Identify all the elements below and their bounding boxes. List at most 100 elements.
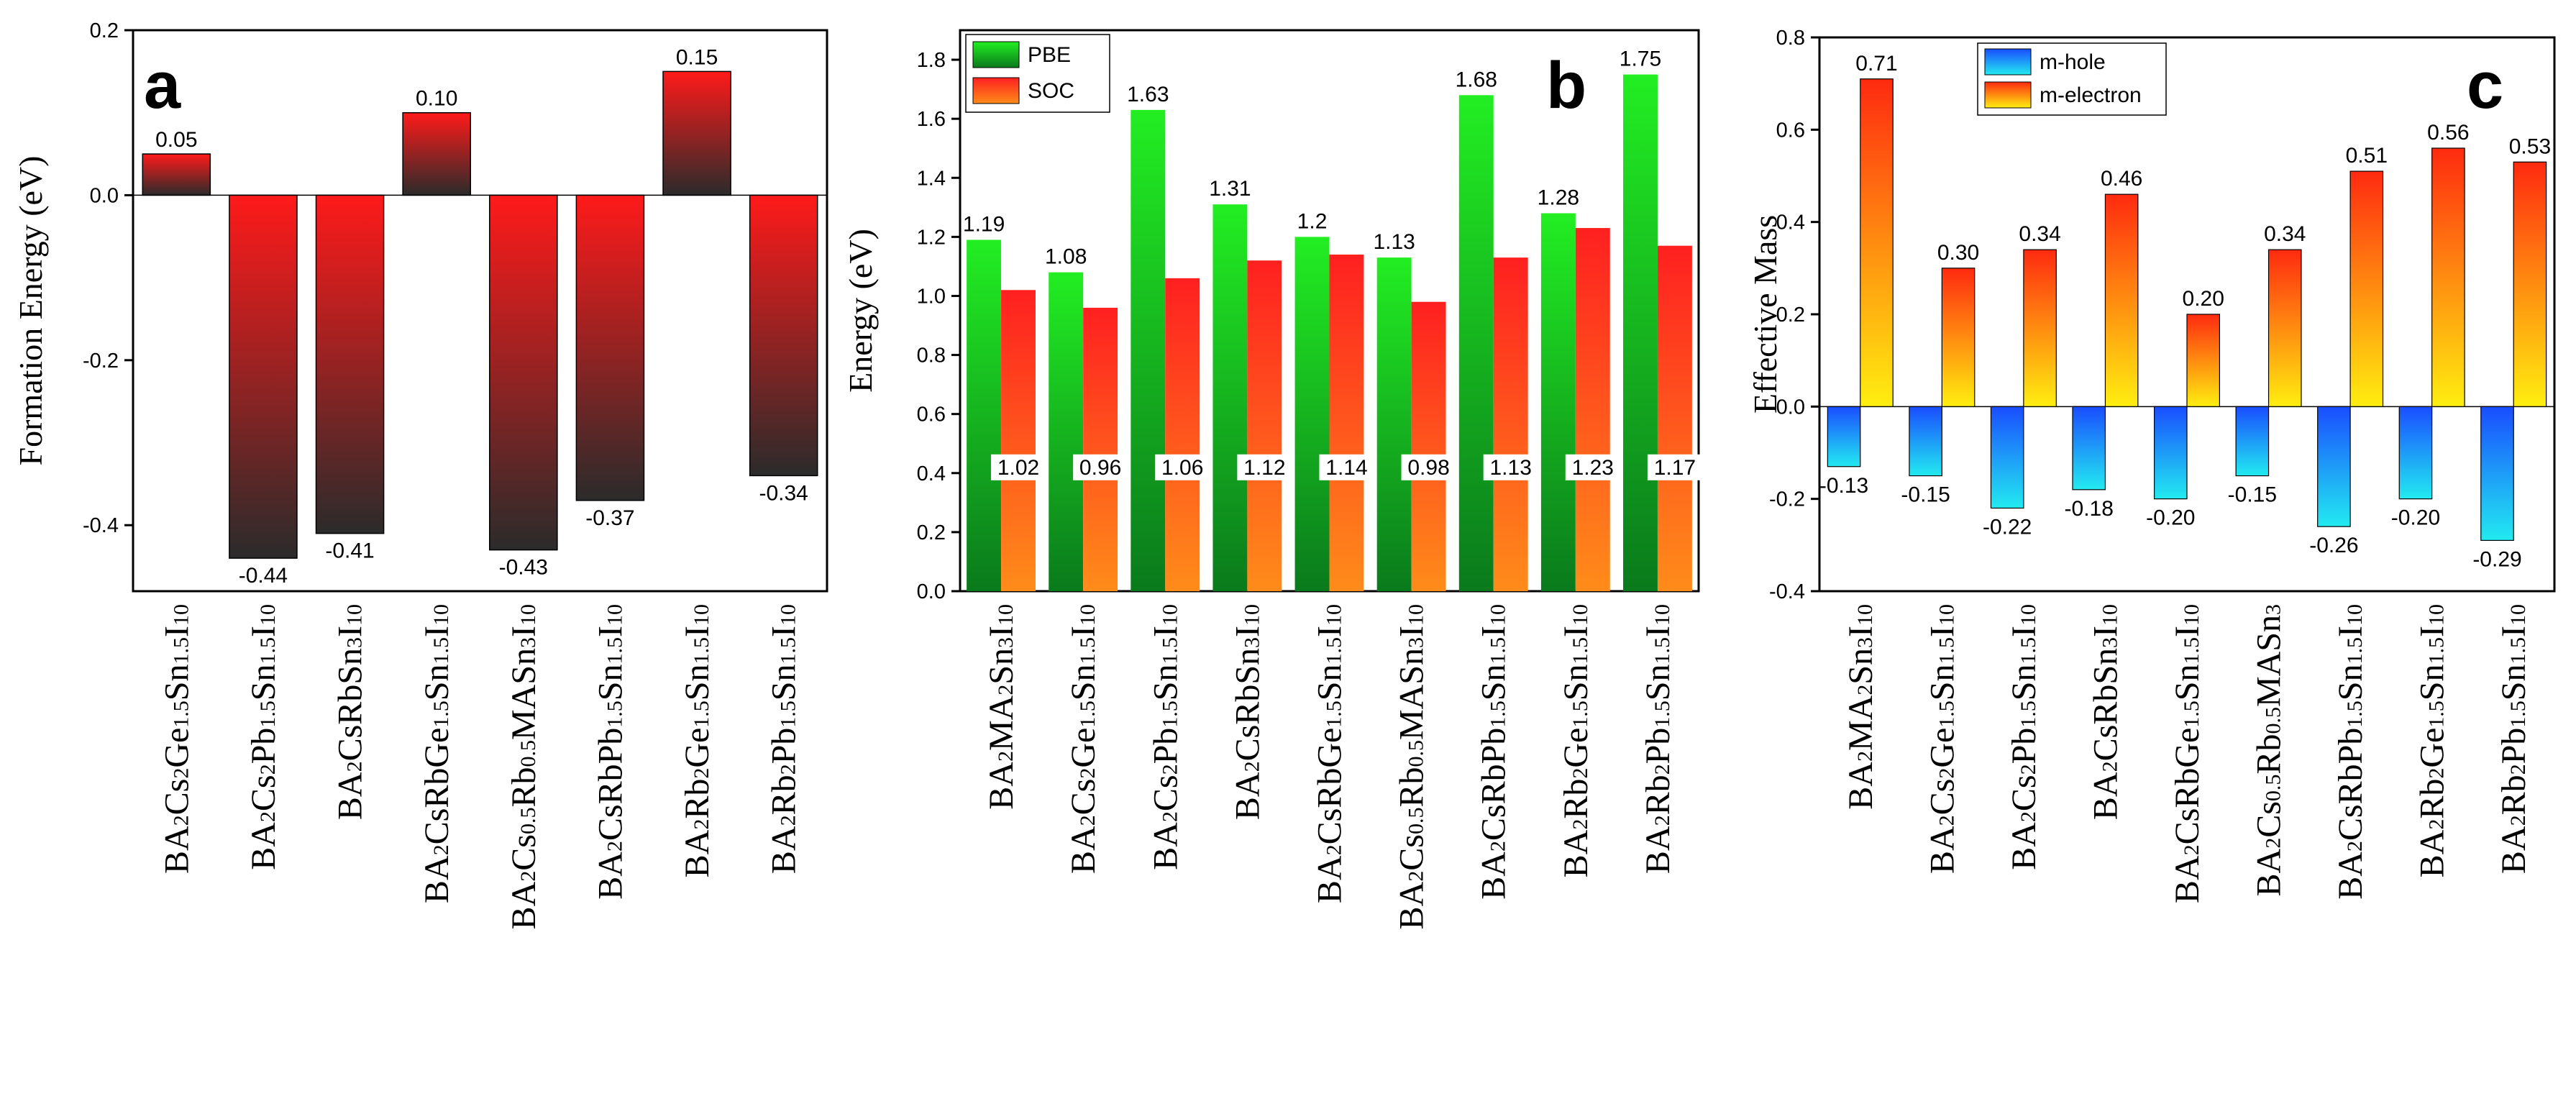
y-tick-label: 0.4: [917, 462, 946, 485]
bar-soc: [1493, 257, 1528, 591]
data-label-box: [1647, 454, 1702, 480]
x-tick-label: BA2Cs0.5Rb0.5MASn3I10: [505, 604, 543, 929]
data-label: 1.23: [1572, 456, 1614, 480]
bar-m-electron: [2431, 147, 2465, 407]
legend-swatch: [972, 77, 1020, 104]
x-tick-label: BA2MA2Sn3I10: [1842, 604, 1880, 810]
bar-m-hole: [2235, 406, 2270, 477]
legend-entry: SOC: [1028, 79, 1074, 103]
x-tick-label: BA2Cs2Ge1.5Sn1.5I10: [1064, 604, 1102, 874]
data-label: 1.68: [1456, 68, 1497, 91]
data-label: -0.44: [239, 564, 288, 588]
bar-m-electron: [2023, 249, 2057, 407]
y-tick-label: 0.2: [917, 521, 946, 544]
x-tick-label: BA2CsRbSn3I10: [332, 604, 370, 820]
x-tick-label: BA2Rb2Ge1.5Sn1.5I10: [1557, 604, 1595, 877]
bar-soc: [1001, 290, 1036, 591]
x-tick-label: BA2Cs2Pb1.5Sn1.5I10: [245, 604, 283, 870]
legend-entry: m-electron: [2040, 83, 2142, 107]
data-label: -0.15: [1901, 483, 1950, 507]
data-label: -0.34: [759, 481, 808, 505]
x-tick-label: BA2Rb2Pb1.5Sn1.5I10: [765, 604, 803, 874]
data-label: -0.29: [2472, 547, 2521, 571]
data-label: 1.63: [1127, 83, 1169, 106]
bar: [315, 194, 385, 534]
y-tick-label: 0.4: [1776, 211, 1805, 234]
data-label: 0.05: [155, 128, 197, 152]
bar-m-hole: [1990, 406, 2024, 509]
data-label: 0.10: [416, 87, 457, 111]
x-tick-label: BA2CsRbSn3I10: [1228, 604, 1266, 820]
x-tick-label: BA2Cs2Ge1.5Sn1.5I10: [157, 604, 196, 874]
data-label: 0.96: [1079, 456, 1121, 480]
data-label: 1.28: [1538, 186, 1579, 210]
data-label: 1.2: [1297, 209, 1328, 233]
bar-m-electron: [1941, 268, 1976, 407]
bar-soc: [1165, 278, 1200, 591]
legend-swatch: [1984, 81, 2032, 109]
data-label: -0.22: [1983, 516, 2032, 539]
data-label: 1.02: [997, 456, 1039, 480]
legend-swatch: [1984, 48, 2032, 76]
data-label: -0.43: [499, 556, 548, 580]
panel-letter: c: [2467, 49, 2503, 122]
y-tick-label: 1.8: [917, 49, 946, 72]
data-label: -0.13: [1819, 474, 1868, 498]
bar-soc: [1247, 260, 1282, 591]
bar-soc: [1657, 245, 1692, 591]
y-axis-label: Formation Energy (eV): [12, 156, 49, 466]
y-axis-label: Effective Mass: [1747, 215, 1783, 414]
y-tick-label: 0.8: [917, 344, 946, 368]
x-tick-label: BA2Cs2Ge1.5Sn1.5I10: [1923, 604, 1961, 874]
data-label-box: [1483, 454, 1538, 480]
bar-m-electron: [2513, 161, 2547, 407]
y-tick-label: 0.6: [917, 403, 946, 426]
chart-panel-b: 0.0 0.2 0.4 0.6 0.8 1.0 1.2 1.4 1.6 1.8 Energy (eV…: [842, 29, 1702, 929]
data-label: 1.17: [1654, 456, 1696, 480]
bar-m-electron: [2104, 193, 2139, 407]
y-tick-label: 0.2: [90, 19, 119, 42]
data-label: -0.41: [325, 539, 374, 563]
y-tick-label: -0.2: [83, 350, 119, 373]
data-label-box: [991, 454, 1046, 480]
y-tick-label: 0.0: [1776, 396, 1805, 419]
data-label: 0.98: [1407, 456, 1449, 480]
data-label: 1.06: [1161, 456, 1203, 480]
y-tick-label: -0.2: [1769, 488, 1805, 511]
bar-pbe: [1376, 257, 1412, 591]
y-tick-label: 1.0: [917, 285, 946, 308]
x-tick-label: BA2CsRbPb1.5Sn1.5I10: [591, 604, 629, 900]
bar: [489, 194, 558, 551]
y-axis-label: Energy (eV): [842, 229, 879, 393]
x-tick-label: BA2CsRbGe1.5Sn1.5I10: [418, 604, 456, 903]
data-label: 0.56: [2427, 121, 2469, 145]
bar: [575, 194, 645, 501]
x-tick-label: BA2Rb2Ge1.5Sn1.5I10: [678, 604, 716, 877]
bar-pbe: [1294, 237, 1330, 591]
bar: [142, 153, 211, 196]
data-label: 0.34: [2019, 222, 2060, 246]
bar-soc: [1575, 228, 1610, 591]
y-tick-label: 0.0: [917, 580, 946, 603]
bar-m-hole: [1827, 406, 1861, 467]
data-label: 1.19: [963, 212, 1005, 236]
bar-pbe: [1623, 74, 1658, 591]
bar-m-electron: [2349, 170, 2384, 407]
data-label: -0.18: [2065, 497, 2114, 521]
data-label: -0.37: [585, 506, 634, 530]
bar-pbe: [1458, 95, 1494, 591]
data-label: -0.26: [2309, 534, 2358, 557]
x-tick-label: BA2Rb2Ge1.5Sn1.5I10: [2413, 604, 2452, 877]
bar-m-electron: [2267, 249, 2302, 407]
data-label: -0.20: [2146, 506, 2195, 530]
data-label: 1.75: [1620, 47, 1661, 71]
bar-m-hole: [2317, 406, 2351, 527]
y-tick-label: 0.6: [1776, 119, 1805, 142]
bar-pbe: [1049, 272, 1084, 591]
data-label: 1.13: [1489, 456, 1531, 480]
bar-m-electron: [1860, 78, 1894, 407]
data-label-box: [1073, 454, 1128, 480]
bar: [229, 194, 298, 559]
data-label: -0.20: [2391, 506, 2440, 530]
data-label: 0.46: [2101, 167, 2142, 191]
